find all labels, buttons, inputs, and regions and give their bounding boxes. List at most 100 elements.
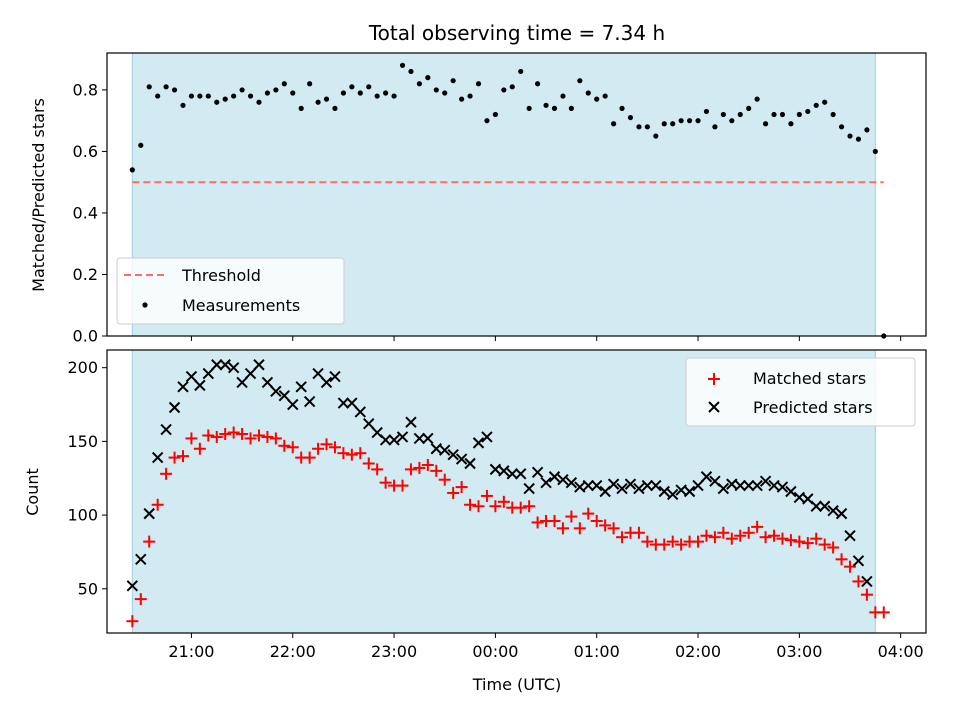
predicted-point (835, 507, 848, 520)
measurement-point (332, 105, 338, 111)
y-tick-label: 200 (67, 358, 98, 377)
measurement-point (214, 99, 220, 105)
predicted-point (236, 376, 248, 389)
measurement-point (391, 93, 397, 99)
matched-point (244, 432, 257, 445)
measurement-point (290, 90, 296, 96)
measurement-point (551, 105, 558, 111)
matched-point (768, 529, 781, 542)
matched-point (143, 535, 156, 548)
measurement-point (501, 87, 507, 93)
matched-point (252, 429, 265, 442)
matched-point (447, 486, 460, 499)
y-tick-label: 100 (67, 506, 98, 525)
matched-point (185, 432, 198, 445)
matched-point (599, 519, 612, 532)
matched-point (269, 432, 282, 445)
measurement-point (197, 93, 203, 99)
matched-point (818, 538, 831, 551)
matched-point (278, 439, 291, 452)
measurement-point (838, 124, 845, 130)
matched-point (210, 430, 223, 443)
matched-point (776, 532, 789, 545)
measurement-point (619, 105, 625, 111)
predicted-point (742, 479, 755, 492)
measurement-point (146, 84, 152, 90)
predicted-point (464, 457, 476, 470)
predicted-point (751, 479, 763, 492)
predicted-point (413, 432, 426, 445)
measurement-point (357, 90, 363, 96)
measurement-point (686, 118, 693, 124)
measurement-point (399, 62, 406, 68)
matched-point (438, 473, 451, 486)
measurement-point (171, 87, 178, 93)
predicted-point (388, 434, 400, 446)
predicted-point (472, 437, 485, 449)
measurement-point (138, 142, 144, 148)
x-tick-label: 02:00 (675, 642, 721, 661)
predicted-point (481, 431, 493, 443)
measurement-point (222, 96, 228, 102)
measurement-point (256, 99, 262, 105)
matched-point (835, 553, 848, 566)
predicted-point (776, 481, 789, 493)
measurement-point (408, 68, 414, 75)
x-tick-label: 01:00 (574, 642, 620, 661)
predicted-point (557, 474, 569, 486)
measurement-point (281, 81, 287, 87)
measurement-point (163, 84, 169, 90)
measurement-point (729, 118, 735, 124)
legend-threshold-label: Threshold (181, 266, 261, 285)
matched-point (844, 560, 857, 573)
predicted-point (194, 379, 206, 392)
predicted-point (810, 500, 822, 512)
predicted-point (717, 482, 730, 495)
measurement-point (315, 99, 321, 105)
matched-point (860, 588, 873, 601)
matched-point (810, 532, 823, 545)
measurement-point (340, 90, 347, 96)
predicted-point (523, 482, 535, 495)
measurement-point (518, 68, 524, 75)
top-marks (129, 62, 887, 339)
measurement-point (703, 108, 710, 115)
measurement-point (847, 133, 853, 139)
predicted-point (363, 417, 375, 430)
matched-point (126, 615, 139, 628)
measurement-point (560, 93, 566, 99)
measurement-point (298, 105, 304, 111)
measurement-point (383, 90, 389, 96)
predicted-point (818, 500, 831, 512)
matched-point (193, 442, 206, 455)
matched-point (396, 479, 409, 492)
predicted-point (650, 479, 662, 492)
legend-predicted-label: Predicted stars (753, 398, 873, 417)
x-tick-label: 00:00 (472, 642, 518, 661)
bottom-legend: Matched stars Predicted stars (685, 357, 916, 427)
measurement-point (813, 102, 819, 108)
predicted-point (185, 370, 198, 383)
measurement-point (129, 167, 135, 173)
measurement-point (855, 136, 862, 142)
matched-point (666, 535, 679, 548)
measurement-point (484, 118, 490, 124)
measurement-point (273, 87, 279, 93)
measurement-point (366, 84, 372, 90)
predicted-point (666, 488, 679, 501)
measurement-point (627, 114, 634, 121)
predicted-point (447, 448, 459, 461)
measurement-point (459, 96, 465, 102)
matched-point (160, 467, 173, 480)
measurement-point (754, 96, 760, 102)
predicted-point (827, 504, 839, 517)
predicted-point (320, 376, 333, 389)
measurement-point (264, 90, 271, 96)
matched-point (658, 538, 671, 551)
measurement-point (475, 81, 482, 87)
matched-point (430, 464, 443, 477)
predicted-point (531, 466, 544, 479)
x-tick-label: 03:00 (776, 642, 822, 661)
measurement-point (231, 93, 237, 99)
